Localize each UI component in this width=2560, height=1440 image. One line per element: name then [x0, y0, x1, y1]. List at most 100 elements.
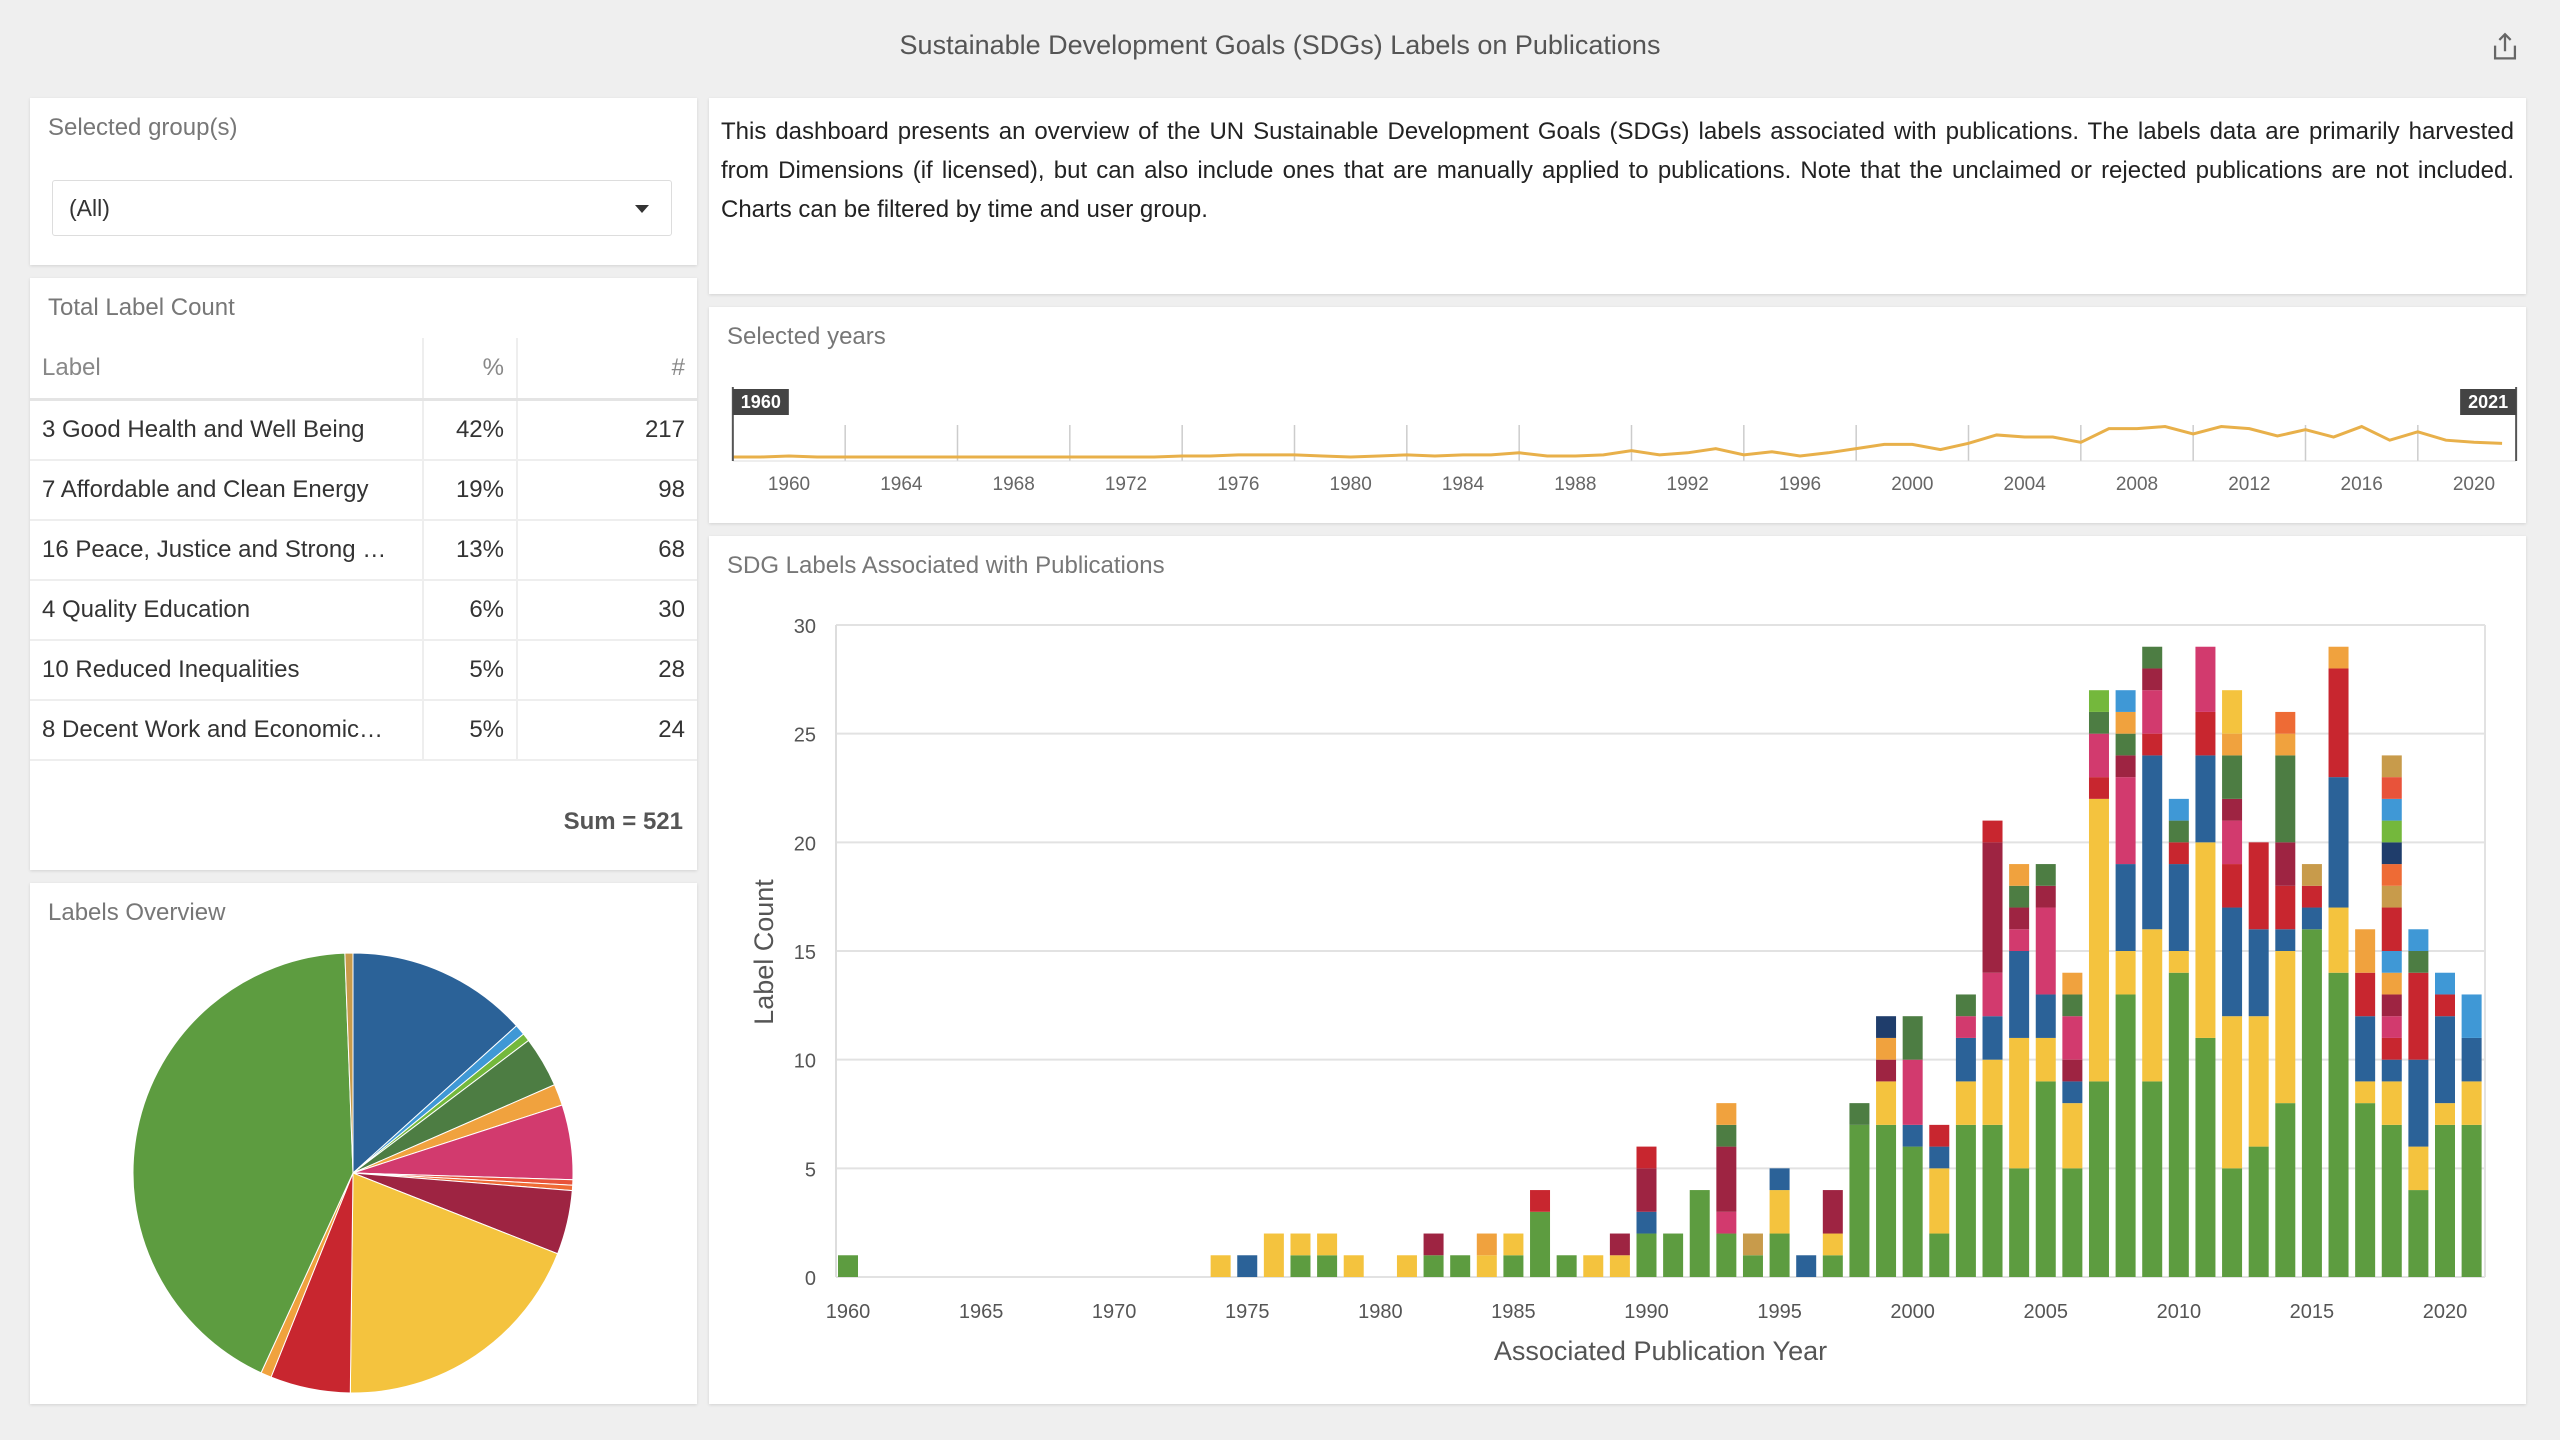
bar-segment[interactable]	[1716, 1103, 1737, 1125]
bar-segment[interactable]	[2195, 1037, 2216, 1277]
bar-segment[interactable]	[2168, 951, 2189, 973]
bar-segment[interactable]	[2328, 907, 2349, 973]
bar-segment[interactable]	[2222, 820, 2243, 865]
bar-segment[interactable]	[2381, 972, 2402, 995]
bar-segment[interactable]	[2168, 972, 2189, 1277]
bar-2017[interactable]	[2355, 929, 2376, 1277]
bar-segment[interactable]	[2355, 929, 2376, 973]
bar-segment[interactable]	[2088, 711, 2109, 734]
bar-2018[interactable]	[2381, 755, 2402, 1277]
column-header-percent[interactable]: %	[423, 338, 518, 401]
bar-segment[interactable]	[2035, 1037, 2056, 1082]
bar-segment[interactable]	[2195, 711, 2216, 756]
bar-segment[interactable]	[2381, 1059, 2402, 1082]
bar-segment[interactable]	[1955, 1081, 1976, 1125]
table-row[interactable]: 10 Reduced Inequalities 5% 28	[30, 640, 697, 701]
bar-segment[interactable]	[1290, 1255, 1311, 1277]
bar-segment[interactable]	[2328, 646, 2349, 669]
table-row[interactable]: 3 Good Health and Well Being 42% 217	[30, 399, 697, 461]
bar-segment[interactable]	[2062, 1016, 2083, 1060]
bar-segment[interactable]	[2142, 755, 2163, 930]
bar-segment[interactable]	[2062, 1168, 2083, 1277]
bar-segment[interactable]	[1636, 1168, 1657, 1212]
bar-segment[interactable]	[1796, 1255, 1817, 1277]
bar-segment[interactable]	[2115, 755, 2136, 778]
bar-1983[interactable]	[1450, 1255, 1471, 1277]
bar-segment[interactable]	[1317, 1233, 1338, 1256]
bar-segment[interactable]	[2168, 798, 2189, 821]
bar-segment[interactable]	[1636, 1146, 1657, 1169]
bar-segment[interactable]	[2435, 1016, 2455, 1104]
bar-segment[interactable]	[2435, 1124, 2455, 1277]
column-header-label[interactable]: Label	[30, 338, 424, 401]
bar-2014[interactable]	[2275, 711, 2296, 1277]
bar-1979[interactable]	[1343, 1255, 1364, 1277]
bar-segment[interactable]	[2435, 972, 2455, 995]
bar-segment[interactable]	[1769, 1233, 1790, 1277]
bar-segment[interactable]	[2088, 733, 2109, 778]
bar-1985[interactable]	[1503, 1233, 1524, 1277]
bar-segment[interactable]	[2381, 1081, 2402, 1125]
bar-1990[interactable]	[1636, 1146, 1657, 1277]
bar-1977[interactable]	[1290, 1233, 1311, 1277]
bar-1996[interactable]	[1796, 1255, 1817, 1277]
bar-segment[interactable]	[2088, 777, 2109, 799]
bar-segment[interactable]	[2408, 1190, 2429, 1277]
bar-segment[interactable]	[1636, 1211, 1657, 1234]
table-row[interactable]: 8 Decent Work and Economic… 5% 24	[30, 700, 697, 761]
bar-segment[interactable]	[1822, 1233, 1843, 1256]
bar-segment[interactable]	[2115, 777, 2136, 865]
bar-segment[interactable]	[1210, 1255, 1231, 1277]
bar-segment[interactable]	[2009, 864, 2030, 886]
bar-1982[interactable]	[1423, 1233, 1444, 1277]
bar-segment[interactable]	[1822, 1190, 1843, 1234]
bar-2001[interactable]	[1929, 1124, 1950, 1277]
bar-segment[interactable]	[1237, 1255, 1258, 1277]
table-row[interactable]: 7 Affordable and Clean Energy 19% 98	[30, 460, 697, 521]
bar-2004[interactable]	[2009, 864, 2030, 1277]
bar-segment[interactable]	[1955, 1124, 1976, 1277]
bar-segment[interactable]	[2275, 733, 2296, 756]
bar-segment[interactable]	[1583, 1255, 1604, 1277]
bar-2008[interactable]	[2115, 690, 2136, 1277]
slider-handle-start[interactable]: 1960	[731, 387, 789, 461]
bar-segment[interactable]	[2009, 929, 2030, 951]
bar-1989[interactable]	[1609, 1233, 1630, 1277]
bar-segment[interactable]	[1982, 972, 2003, 1017]
bar-2015[interactable]	[2301, 864, 2322, 1277]
bar-2005[interactable]	[2035, 864, 2056, 1277]
bar-1995[interactable]	[1769, 1168, 1790, 1277]
bar-segment[interactable]	[2222, 1168, 2243, 1277]
bar-segment[interactable]	[1317, 1255, 1338, 1277]
bar-segment[interactable]	[1290, 1233, 1311, 1256]
bar-segment[interactable]	[1609, 1233, 1630, 1256]
bar-segment[interactable]	[2355, 972, 2376, 1017]
bar-segment[interactable]	[838, 1255, 858, 1277]
bar-segment[interactable]	[1876, 1081, 1897, 1125]
bar-1994[interactable]	[1742, 1233, 1763, 1277]
bar-segment[interactable]	[2275, 755, 2296, 843]
bar-segment[interactable]	[1955, 1016, 1976, 1038]
bar-segment[interactable]	[1716, 1124, 1737, 1147]
bar-segment[interactable]	[2381, 1124, 2402, 1277]
bar-segment[interactable]	[1636, 1233, 1657, 1277]
bar-segment[interactable]	[2115, 711, 2136, 734]
bar-segment[interactable]	[1849, 1103, 1870, 1125]
bar-segment[interactable]	[1343, 1255, 1364, 1277]
bar-2002[interactable]	[1955, 994, 1976, 1277]
column-header-count[interactable]: #	[517, 338, 697, 401]
bar-segment[interactable]	[2301, 907, 2322, 930]
bar-segment[interactable]	[2009, 1037, 2030, 1169]
bar-segment[interactable]	[2328, 668, 2349, 778]
bar-segment[interactable]	[2222, 755, 2243, 799]
bar-segment[interactable]	[2035, 994, 2056, 1038]
bar-segment[interactable]	[2142, 929, 2163, 1082]
bar-segment[interactable]	[1902, 1124, 1923, 1147]
bar-segment[interactable]	[1716, 1146, 1737, 1212]
bar-segment[interactable]	[1503, 1233, 1524, 1256]
bar-segment[interactable]	[2408, 972, 2429, 1060]
bar-segment[interactable]	[1476, 1255, 1497, 1277]
bar-segment[interactable]	[1902, 1146, 1923, 1277]
bar-segment[interactable]	[2222, 907, 2243, 1017]
share-icon[interactable]	[2488, 30, 2522, 64]
